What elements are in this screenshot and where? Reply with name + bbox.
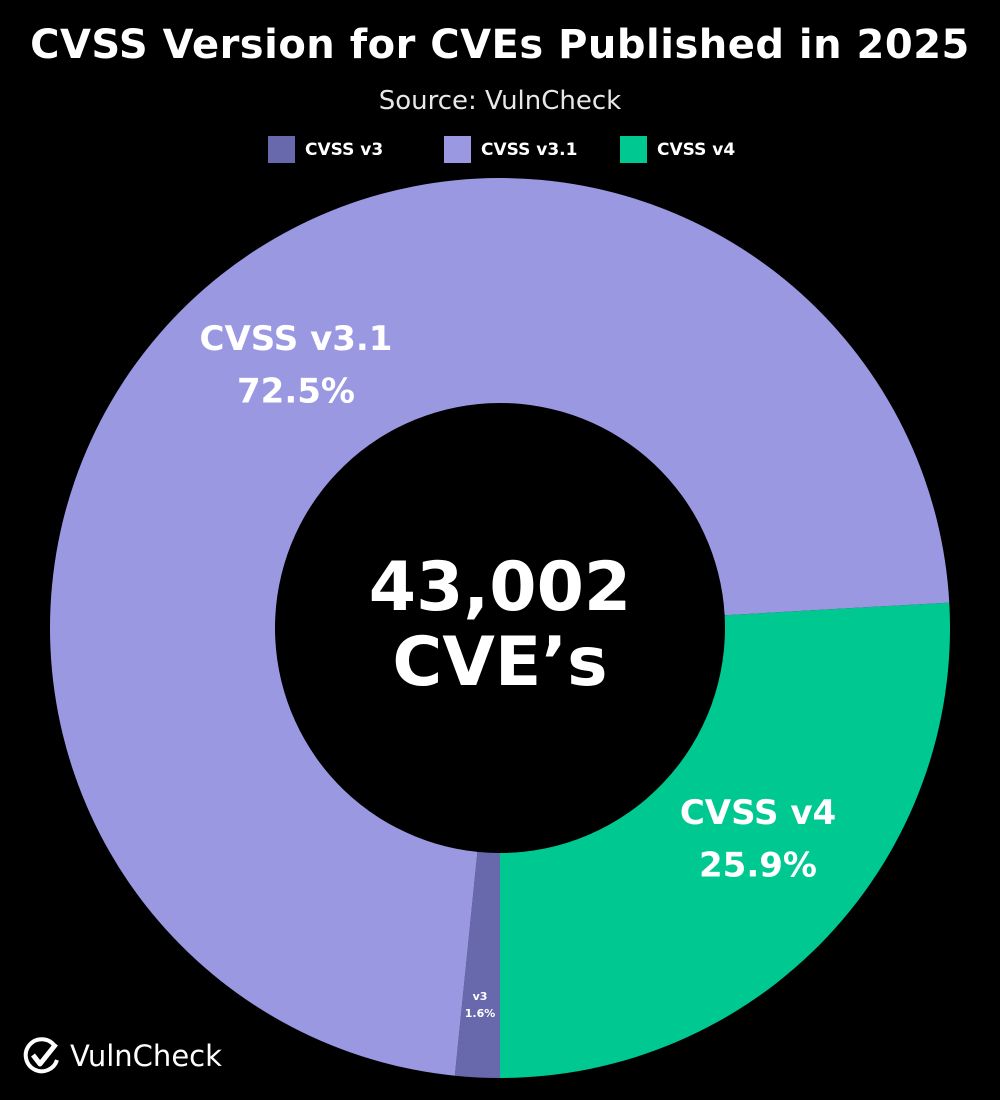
legend-label: CVSS v4 xyxy=(657,139,736,160)
slice-value-label: 25.9% xyxy=(699,846,817,886)
legend-swatch xyxy=(444,136,471,163)
legend-item-cvss-v3: CVSS v3 xyxy=(268,136,383,163)
chart-subtitle: Source: VulnCheck xyxy=(378,86,622,116)
legend-swatch xyxy=(620,136,647,163)
legend: CVSS v3 CVSS v3.1 CVSS v4 xyxy=(0,136,1000,164)
slice-cvss-v3-1 xyxy=(50,177,950,1076)
legend-label: CVSS v3 xyxy=(305,139,384,160)
center-unit-label: CVE’s xyxy=(392,623,607,702)
slice-name-label: CVSS v3.1 xyxy=(200,319,393,359)
legend-label: CVSS v3.1 xyxy=(481,139,578,160)
chart-title: CVSS Version for CVEs Published in 2025 xyxy=(30,22,970,68)
slice-name-label: CVSS v4 xyxy=(680,793,836,833)
slice-value-label: 72.5% xyxy=(237,372,355,412)
slice-name-label: v3 xyxy=(473,990,488,1003)
slice-cvss-v4 xyxy=(500,602,950,1078)
slice-cvss-v3 xyxy=(454,851,500,1078)
legend-item-cvss-v4: CVSS v4 xyxy=(620,136,735,163)
check-shield-icon xyxy=(23,1037,59,1074)
legend-swatch xyxy=(268,136,295,163)
vulncheck-logo: VulnCheck xyxy=(22,1036,222,1076)
legend-item-cvss-v3-1: CVSS v3.1 xyxy=(444,136,577,163)
slice-value-label: 1.6% xyxy=(465,1007,496,1020)
logo-text: VulnCheck xyxy=(70,1039,222,1073)
center-total-label: 43,002 xyxy=(369,548,631,627)
